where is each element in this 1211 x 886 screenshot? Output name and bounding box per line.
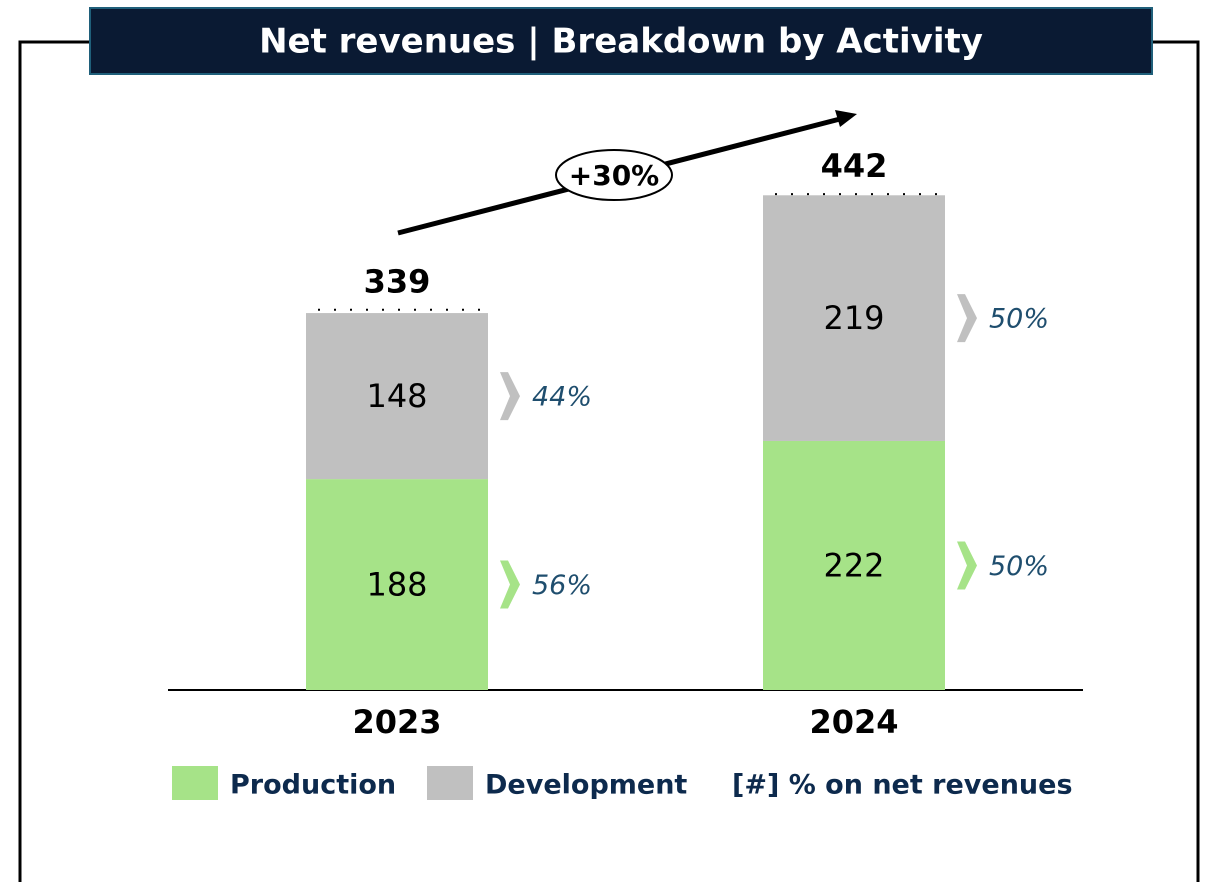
bar-segment bbox=[763, 440, 945, 690]
total-label: 339 bbox=[364, 263, 431, 301]
share-chevron bbox=[500, 372, 520, 421]
data-label: 222 bbox=[823, 546, 884, 584]
legend-swatch bbox=[172, 766, 218, 800]
arrow-head bbox=[835, 110, 857, 127]
data-label: 188 bbox=[366, 566, 427, 604]
share-label: 50% bbox=[989, 304, 1049, 335]
title-box bbox=[89, 7, 1153, 75]
growth-label: +30% bbox=[569, 159, 659, 192]
chart-title: Net revenues | Breakdown by Activity bbox=[259, 22, 983, 62]
legend-note: [#] % on net revenues bbox=[732, 770, 1073, 801]
legend-label: Production bbox=[230, 770, 396, 801]
bar-segment bbox=[763, 195, 945, 441]
total-label: 442 bbox=[821, 147, 888, 185]
legend-label: Development bbox=[485, 770, 687, 801]
growth-bubble bbox=[555, 149, 673, 201]
bar-segment bbox=[306, 313, 488, 480]
frame bbox=[1152, 40, 1200, 882]
share-chevron bbox=[957, 294, 977, 343]
share-label: 56% bbox=[532, 570, 592, 601]
share-chevron bbox=[957, 541, 977, 590]
bar-segment bbox=[306, 479, 488, 690]
data-label: 219 bbox=[823, 299, 884, 337]
x-tick-label: 2024 bbox=[809, 703, 898, 741]
legend-swatch bbox=[427, 766, 473, 800]
share-chevron bbox=[500, 560, 520, 609]
frame bbox=[18, 40, 90, 882]
share-label: 50% bbox=[989, 551, 1049, 582]
data-label: 148 bbox=[366, 377, 427, 415]
share-label: 44% bbox=[532, 382, 592, 413]
x-tick-label: 2023 bbox=[352, 703, 441, 741]
